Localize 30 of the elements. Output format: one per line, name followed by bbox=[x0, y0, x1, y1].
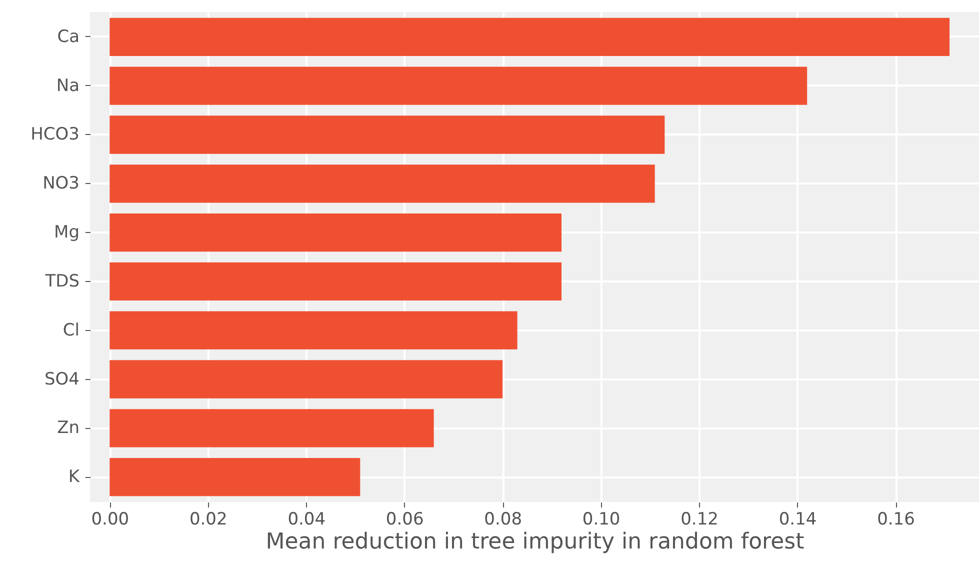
y-tick-label: K bbox=[68, 467, 80, 488]
bar bbox=[110, 262, 562, 301]
y-tick-label: Na bbox=[56, 76, 80, 96]
x-tick-label: 0.02 bbox=[189, 510, 228, 530]
bar bbox=[110, 66, 808, 105]
bar bbox=[110, 409, 434, 448]
x-tick-label: 0.04 bbox=[288, 510, 326, 530]
x-tick-label: 0.00 bbox=[91, 510, 130, 530]
bar bbox=[110, 116, 665, 154]
bar bbox=[110, 360, 503, 398]
bar bbox=[110, 213, 562, 252]
y-tick-label: Mg bbox=[54, 222, 80, 243]
bar bbox=[110, 18, 950, 56]
x-tick-label: 0.12 bbox=[680, 510, 718, 530]
y-tick-label: HCO3 bbox=[30, 124, 80, 145]
x-tick-label: 0.16 bbox=[877, 510, 915, 530]
bar bbox=[110, 164, 655, 203]
bar bbox=[110, 311, 518, 350]
bar bbox=[110, 458, 360, 496]
y-tick-label: Ca bbox=[57, 26, 80, 47]
y-tick-label: TDS bbox=[44, 271, 80, 292]
y-tick-label: SO4 bbox=[44, 369, 80, 390]
x-tick-label: 0.06 bbox=[386, 510, 424, 530]
y-tick-label: NO3 bbox=[42, 174, 80, 194]
x-axis-title: Mean reduction in tree impurity in random forest bbox=[266, 530, 805, 554]
x-tick-label: 0.08 bbox=[484, 510, 522, 530]
y-tick-label: Zn bbox=[57, 418, 80, 438]
y-tick-label: Cl bbox=[62, 320, 80, 340]
x-tick-label: 0.10 bbox=[582, 510, 620, 530]
x-tick-label: 0.14 bbox=[778, 510, 817, 530]
